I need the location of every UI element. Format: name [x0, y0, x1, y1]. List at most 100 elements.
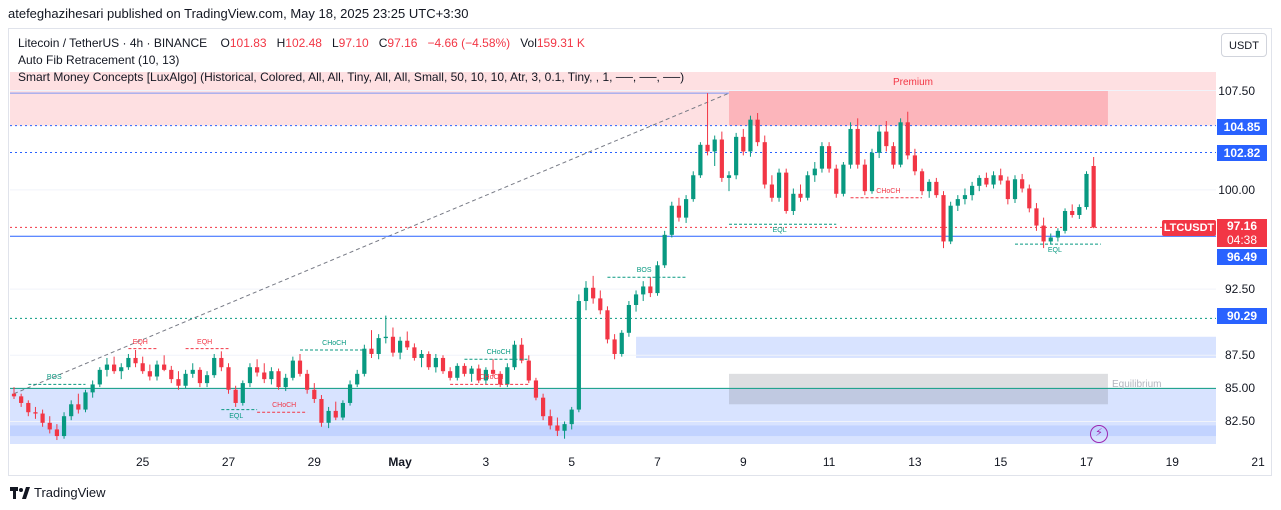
candle-body: [26, 402, 31, 413]
candle-body: [612, 339, 617, 354]
smc-label: BOS: [46, 374, 62, 382]
candle-body: [176, 379, 181, 386]
high-label: H: [276, 36, 286, 50]
candle-body: [827, 146, 832, 169]
candle-body: [1027, 188, 1032, 209]
high-value: 102.48: [285, 36, 322, 50]
candle-body: [841, 164, 846, 194]
indicator-smc-legend[interactable]: Smart Money Concepts [LuxAlgo] (Historic…: [18, 70, 685, 84]
candle-body: [490, 369, 496, 374]
candle-body: [319, 398, 324, 423]
discount-zone: [10, 388, 1216, 444]
logo-text: TradingView: [34, 485, 106, 500]
candle-body: [269, 371, 274, 380]
candle-body: [305, 373, 310, 390]
candle-body: [369, 348, 374, 354]
candle-body: [526, 360, 531, 381]
candle-body: [669, 205, 674, 235]
candle-body: [219, 357, 224, 368]
candle-body: [83, 392, 88, 410]
equilibrium-box: [729, 373, 1108, 405]
price-tick-label: 87.50: [1224, 348, 1255, 363]
time-tick-label: 11: [822, 455, 836, 469]
candle-body: [905, 122, 910, 156]
candle-body: [869, 152, 875, 192]
candle-body: [262, 372, 267, 380]
candle-body: [512, 344, 517, 368]
smc-label: CHoCH: [876, 187, 901, 195]
candle-body: [97, 369, 102, 385]
candle-body: [648, 286, 653, 294]
candle-body: [1034, 208, 1039, 226]
time-tick-label: 25: [136, 455, 150, 469]
candle-body: [784, 172, 789, 212]
candle-body: [877, 131, 882, 153]
price-tick-label: 82.50: [1224, 414, 1255, 429]
indicator-fib-legend[interactable]: Auto Fib Retracement (10, 13): [18, 53, 180, 67]
candle-body: [998, 175, 1003, 181]
close-value: 97.16: [387, 36, 418, 50]
candle-body: [283, 377, 288, 388]
currency-button[interactable]: USDT: [1221, 33, 1267, 57]
demand-lower-zone: [10, 425, 1216, 437]
smc-label: EQH: [132, 338, 148, 346]
candle-body: [633, 294, 639, 305]
low-label: L: [331, 36, 339, 50]
candle-body: [948, 205, 953, 242]
candle-body: [741, 136, 746, 152]
candle-body: [977, 177, 982, 186]
candle-body: [133, 357, 138, 364]
candle-body: [619, 332, 624, 354]
time-tick-label: 3: [482, 455, 490, 469]
candle-body: [1012, 179, 1018, 200]
candle-body: [61, 416, 67, 437]
last-price-tag: 97.16 04:38: [1217, 219, 1267, 247]
lightning-icon[interactable]: ⚡: [1090, 425, 1108, 443]
candle-body: [548, 416, 553, 426]
candle-body: [1048, 237, 1053, 242]
fib-upper-tag: 104.85: [1217, 119, 1267, 135]
candle-body: [726, 175, 732, 178]
candle-body: [340, 402, 345, 418]
candle-body: [934, 181, 939, 196]
candle-body: [748, 119, 753, 152]
candle-body: [398, 340, 403, 353]
symbol-title[interactable]: Litecoin / TetherUS · 4h · BINANCE: [18, 36, 208, 50]
fib-trendline: [13, 92, 730, 395]
candle-body: [884, 131, 889, 147]
candle-body: [240, 383, 245, 403]
candle-body: [448, 371, 453, 378]
demand-upper-zone: [636, 336, 1216, 358]
smc-label: EQL: [1047, 247, 1062, 255]
tradingview-logo-icon: [10, 486, 30, 499]
time-tick-label: 19: [1165, 455, 1179, 469]
candle-body: [698, 144, 703, 176]
candle-body: [848, 128, 853, 165]
candle-body: [1077, 207, 1082, 215]
tradingview-logo[interactable]: TradingView: [10, 485, 106, 500]
candle-body: [169, 369, 174, 380]
candle-body: [919, 171, 925, 192]
candle-body: [1005, 180, 1010, 200]
candle-body: [11, 393, 17, 397]
smc-label: CHoCH: [272, 402, 297, 410]
candle-body: [805, 175, 810, 198]
candle-body: [591, 287, 596, 299]
smc-label: EQL: [229, 412, 244, 420]
candle-body: [984, 177, 989, 185]
candle-body: [162, 364, 167, 370]
candle-body: [662, 234, 667, 266]
time-tick-label: 7: [654, 455, 661, 469]
candle-body: [197, 369, 202, 384]
candle-body: [912, 155, 917, 172]
candle-body: [147, 371, 152, 377]
time-tick-label: 5: [568, 455, 576, 469]
candle-body: [290, 360, 295, 378]
candle-body: [47, 422, 52, 430]
candle-body: [734, 136, 739, 176]
candle-body: [412, 347, 417, 358]
candle-body: [119, 367, 124, 372]
candle-body: [834, 168, 839, 194]
symbol-tag: LTCUSDT: [1162, 220, 1216, 236]
